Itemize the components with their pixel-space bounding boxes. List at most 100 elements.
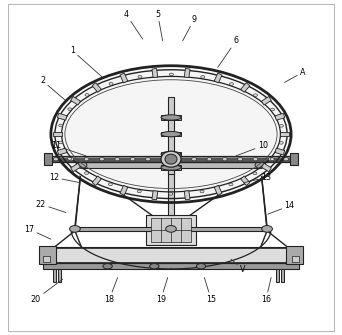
Bar xyxy=(42,256,50,262)
Ellipse shape xyxy=(54,68,288,200)
Bar xyxy=(74,227,268,231)
Text: 19: 19 xyxy=(156,278,168,304)
Ellipse shape xyxy=(115,157,120,161)
Text: 12: 12 xyxy=(49,173,79,183)
Ellipse shape xyxy=(54,157,58,161)
Bar xyxy=(161,165,181,170)
Bar xyxy=(146,215,196,245)
Bar xyxy=(290,153,298,165)
Text: 18: 18 xyxy=(104,278,118,304)
Ellipse shape xyxy=(192,157,196,161)
Ellipse shape xyxy=(146,157,150,161)
Ellipse shape xyxy=(108,183,113,186)
Ellipse shape xyxy=(166,225,176,232)
Ellipse shape xyxy=(84,172,89,175)
Bar xyxy=(276,269,279,282)
Text: 22: 22 xyxy=(36,200,66,212)
Ellipse shape xyxy=(201,76,205,78)
Text: 14: 14 xyxy=(268,201,294,214)
Text: 13: 13 xyxy=(245,173,271,183)
Ellipse shape xyxy=(161,131,181,137)
FancyBboxPatch shape xyxy=(184,191,190,200)
Ellipse shape xyxy=(229,183,233,186)
Ellipse shape xyxy=(59,141,63,144)
Ellipse shape xyxy=(284,157,288,161)
Ellipse shape xyxy=(150,264,159,269)
Bar xyxy=(48,157,294,158)
Text: 1: 1 xyxy=(70,46,103,77)
Ellipse shape xyxy=(138,75,142,78)
Ellipse shape xyxy=(271,108,275,111)
Ellipse shape xyxy=(161,157,166,161)
Text: 10: 10 xyxy=(236,141,268,156)
Bar xyxy=(161,115,181,120)
FancyBboxPatch shape xyxy=(241,83,250,92)
Ellipse shape xyxy=(69,157,74,161)
Bar xyxy=(44,256,298,263)
Bar xyxy=(53,269,56,282)
Ellipse shape xyxy=(176,157,181,161)
Ellipse shape xyxy=(262,225,273,232)
Ellipse shape xyxy=(165,154,177,164)
FancyBboxPatch shape xyxy=(262,96,271,105)
Ellipse shape xyxy=(85,93,89,96)
Ellipse shape xyxy=(76,162,87,168)
FancyBboxPatch shape xyxy=(241,176,250,186)
FancyBboxPatch shape xyxy=(57,113,67,120)
Bar xyxy=(47,247,295,256)
FancyBboxPatch shape xyxy=(152,191,158,200)
Ellipse shape xyxy=(137,190,141,193)
Text: 5: 5 xyxy=(155,9,163,41)
Ellipse shape xyxy=(67,157,71,160)
Ellipse shape xyxy=(169,73,173,76)
FancyBboxPatch shape xyxy=(120,185,128,195)
Ellipse shape xyxy=(196,264,206,269)
Text: 11: 11 xyxy=(51,141,86,156)
Ellipse shape xyxy=(84,157,89,161)
Ellipse shape xyxy=(68,108,72,111)
FancyBboxPatch shape xyxy=(275,113,285,120)
Ellipse shape xyxy=(238,157,242,161)
Ellipse shape xyxy=(253,172,257,175)
Bar xyxy=(56,248,286,262)
Ellipse shape xyxy=(169,193,173,195)
Ellipse shape xyxy=(255,162,266,168)
Ellipse shape xyxy=(100,157,104,161)
FancyBboxPatch shape xyxy=(152,68,158,78)
FancyBboxPatch shape xyxy=(184,68,190,78)
Bar xyxy=(151,218,191,242)
FancyBboxPatch shape xyxy=(71,96,80,105)
Bar xyxy=(168,97,174,174)
FancyBboxPatch shape xyxy=(71,163,80,172)
Ellipse shape xyxy=(161,151,181,167)
FancyBboxPatch shape xyxy=(57,148,67,155)
Bar xyxy=(39,246,56,264)
Text: 6: 6 xyxy=(218,36,239,67)
Bar xyxy=(281,269,285,282)
Ellipse shape xyxy=(130,157,135,161)
FancyBboxPatch shape xyxy=(92,176,101,186)
Ellipse shape xyxy=(161,151,181,157)
Ellipse shape xyxy=(222,157,227,161)
Ellipse shape xyxy=(69,225,80,232)
FancyBboxPatch shape xyxy=(214,185,222,195)
Text: V: V xyxy=(231,259,246,274)
Ellipse shape xyxy=(279,141,283,144)
Bar xyxy=(44,153,52,165)
FancyBboxPatch shape xyxy=(214,73,222,83)
Text: 17: 17 xyxy=(24,225,51,239)
Ellipse shape xyxy=(161,115,181,120)
Bar xyxy=(161,152,181,156)
Ellipse shape xyxy=(229,83,234,85)
Text: 15: 15 xyxy=(205,278,216,304)
Ellipse shape xyxy=(279,125,283,127)
FancyBboxPatch shape xyxy=(280,132,289,136)
Ellipse shape xyxy=(109,82,113,85)
Ellipse shape xyxy=(161,165,181,170)
FancyBboxPatch shape xyxy=(275,148,285,155)
Ellipse shape xyxy=(59,124,63,127)
FancyBboxPatch shape xyxy=(120,73,128,83)
Bar xyxy=(161,132,181,136)
Ellipse shape xyxy=(253,157,258,161)
Bar xyxy=(286,246,303,264)
